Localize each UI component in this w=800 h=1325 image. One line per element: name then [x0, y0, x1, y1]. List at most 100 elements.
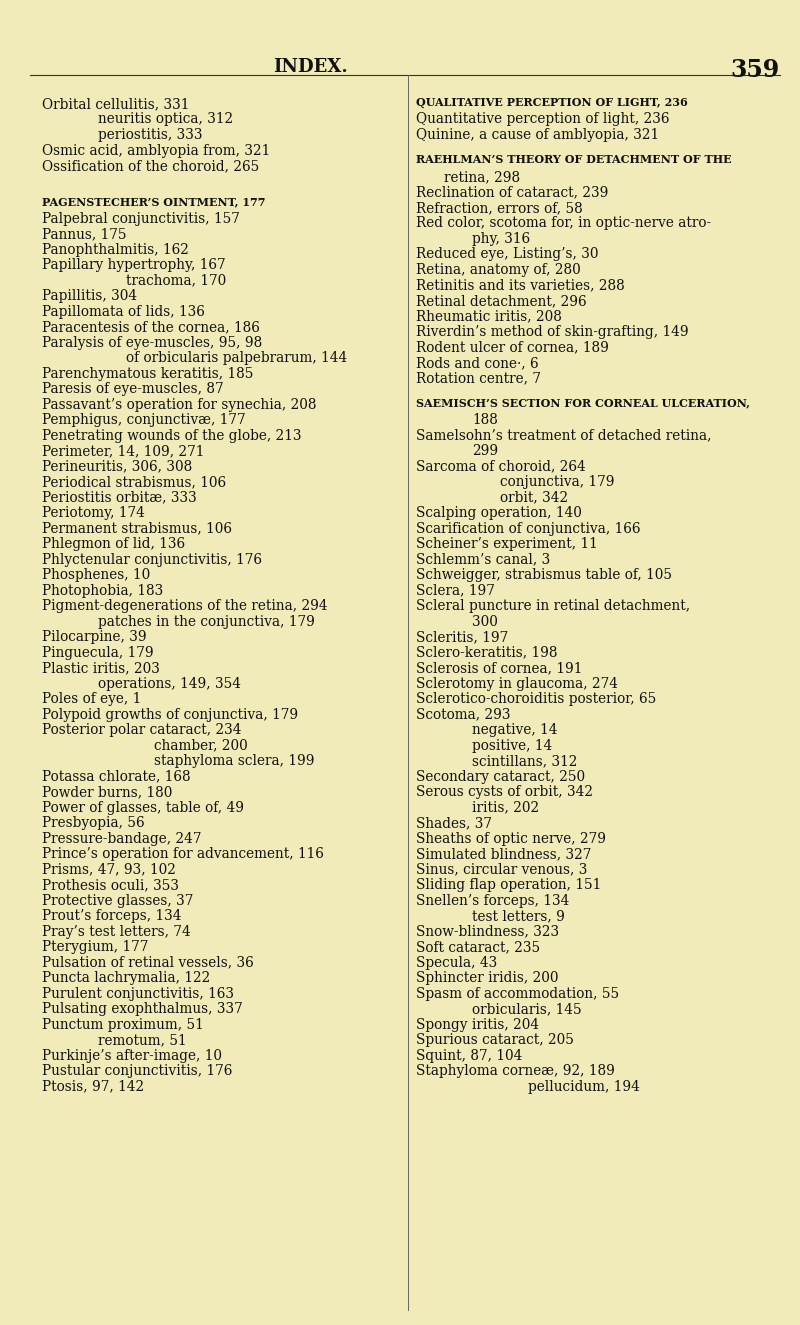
Text: Protective glasses, 37: Protective glasses, 37: [42, 893, 194, 908]
Text: Sclerotico-choroiditis posterior, 65: Sclerotico-choroiditis posterior, 65: [416, 692, 656, 706]
Text: Papillomata of lids, 136: Papillomata of lids, 136: [42, 305, 205, 319]
Text: Osmic acid, amblyopia from, 321: Osmic acid, amblyopia from, 321: [42, 143, 270, 158]
Text: chamber, 200: chamber, 200: [154, 739, 248, 753]
Text: SAEMISCH’S SECTION FOR CORNEAL ULCERATION,: SAEMISCH’S SECTION FOR CORNEAL ULCERATIO…: [416, 398, 750, 408]
Text: Retina, anatomy of, 280: Retina, anatomy of, 280: [416, 262, 581, 277]
Text: Pinguecula, 179: Pinguecula, 179: [42, 645, 154, 660]
Text: 300: 300: [472, 615, 498, 628]
Text: Scheiner’s experiment, 11: Scheiner’s experiment, 11: [416, 537, 598, 551]
Text: Phlegmon of lid, 136: Phlegmon of lid, 136: [42, 537, 185, 551]
Text: retina, 298: retina, 298: [444, 170, 520, 184]
Text: Poles of eye, 1: Poles of eye, 1: [42, 692, 142, 706]
Text: patches in the conjunctiva, 179: patches in the conjunctiva, 179: [98, 615, 315, 628]
Text: Ptosis, 97, 142: Ptosis, 97, 142: [42, 1080, 144, 1093]
Text: Punctum proximum, 51: Punctum proximum, 51: [42, 1018, 204, 1032]
Text: Paresis of eye-muscles, 87: Paresis of eye-muscles, 87: [42, 382, 224, 396]
Text: Presbyopia, 56: Presbyopia, 56: [42, 816, 145, 831]
Text: Sclera, 197: Sclera, 197: [416, 584, 495, 598]
Text: Specula, 43: Specula, 43: [416, 955, 498, 970]
Text: Prothesis oculi, 353: Prothesis oculi, 353: [42, 878, 179, 892]
Text: pellucidum, 194: pellucidum, 194: [528, 1080, 640, 1093]
Text: negative, 14: negative, 14: [472, 723, 558, 737]
Text: Schweigger, strabismus table of, 105: Schweigger, strabismus table of, 105: [416, 568, 672, 582]
Text: Staphyloma corneæ, 92, 189: Staphyloma corneæ, 92, 189: [416, 1064, 615, 1079]
Text: Pemphigus, conjunctivæ, 177: Pemphigus, conjunctivæ, 177: [42, 413, 246, 427]
Text: Orbital cellulitis, 331: Orbital cellulitis, 331: [42, 97, 190, 111]
Text: Paracentesis of the cornea, 186: Paracentesis of the cornea, 186: [42, 321, 260, 334]
Text: staphyloma sclera, 199: staphyloma sclera, 199: [154, 754, 314, 768]
Text: Purkinje’s after-image, 10: Purkinje’s after-image, 10: [42, 1048, 222, 1063]
Text: Pulsating exophthalmus, 337: Pulsating exophthalmus, 337: [42, 1002, 242, 1016]
Text: Parenchymatous keratitis, 185: Parenchymatous keratitis, 185: [42, 367, 254, 380]
Text: Scotoma, 293: Scotoma, 293: [416, 708, 510, 722]
Text: test letters, 9: test letters, 9: [472, 909, 565, 924]
Text: Sclerosis of cornea, 191: Sclerosis of cornea, 191: [416, 661, 582, 676]
Text: Snow-blindness, 323: Snow-blindness, 323: [416, 925, 559, 938]
Text: Rheumatic iritis, 208: Rheumatic iritis, 208: [416, 309, 562, 323]
Text: Phlyctenular conjunctivitis, 176: Phlyctenular conjunctivitis, 176: [42, 553, 262, 567]
Text: Sclerotomy in glaucoma, 274: Sclerotomy in glaucoma, 274: [416, 677, 618, 690]
Text: Rotation centre, 7: Rotation centre, 7: [416, 371, 541, 386]
Text: Sarcoma of choroid, 264: Sarcoma of choroid, 264: [416, 460, 586, 474]
Text: Samelsohn’s treatment of detached retina,: Samelsohn’s treatment of detached retina…: [416, 429, 711, 443]
Text: Retinitis and its varieties, 288: Retinitis and its varieties, 288: [416, 278, 625, 293]
Text: of orbicularis palpebrarum, 144: of orbicularis palpebrarum, 144: [126, 351, 347, 366]
Text: trachoma, 170: trachoma, 170: [126, 274, 226, 288]
Text: Rods and cone·, 6: Rods and cone·, 6: [416, 356, 538, 370]
Text: QUALITATIVE PERCEPTION OF LIGHT, 236: QUALITATIVE PERCEPTION OF LIGHT, 236: [416, 97, 688, 109]
Text: Prince’s operation for advancement, 116: Prince’s operation for advancement, 116: [42, 847, 324, 861]
Text: Papillary hypertrophy, 167: Papillary hypertrophy, 167: [42, 258, 226, 272]
Text: Reduced eye, Listing’s, 30: Reduced eye, Listing’s, 30: [416, 248, 598, 261]
Text: positive, 14: positive, 14: [472, 739, 552, 753]
Text: Powder burns, 180: Powder burns, 180: [42, 786, 172, 799]
Text: Pigment-degenerations of the retina, 294: Pigment-degenerations of the retina, 294: [42, 599, 328, 613]
Text: orbit, 342: orbit, 342: [500, 490, 568, 505]
Text: Scleral puncture in retinal detachment,: Scleral puncture in retinal detachment,: [416, 599, 690, 613]
Text: Sclero-keratitis, 198: Sclero-keratitis, 198: [416, 645, 558, 660]
Text: Sheaths of optic nerve, 279: Sheaths of optic nerve, 279: [416, 832, 606, 845]
Text: Pulsation of retinal vessels, 36: Pulsation of retinal vessels, 36: [42, 955, 254, 970]
Text: scintillans, 312: scintillans, 312: [472, 754, 578, 768]
Text: Panophthalmitis, 162: Panophthalmitis, 162: [42, 242, 189, 257]
Text: Snellen’s forceps, 134: Snellen’s forceps, 134: [416, 893, 570, 908]
Text: Spasm of accommodation, 55: Spasm of accommodation, 55: [416, 987, 619, 1000]
Text: Photophobia, 183: Photophobia, 183: [42, 584, 163, 598]
Text: Squint, 87, 104: Squint, 87, 104: [416, 1048, 522, 1063]
Text: Quinine, a cause of amblyopia, 321: Quinine, a cause of amblyopia, 321: [416, 129, 659, 142]
Text: INDEX.: INDEX.: [273, 58, 347, 76]
Text: Sinus, circular venous, 3: Sinus, circular venous, 3: [416, 863, 587, 877]
Text: Spongy iritis, 204: Spongy iritis, 204: [416, 1018, 539, 1032]
Text: Scarification of conjunctiva, 166: Scarification of conjunctiva, 166: [416, 522, 641, 535]
Text: Posterior polar cataract, 234: Posterior polar cataract, 234: [42, 723, 242, 737]
Text: Perineuritis, 306, 308: Perineuritis, 306, 308: [42, 460, 192, 474]
Text: Shades, 37: Shades, 37: [416, 816, 492, 831]
Text: Periodical strabismus, 106: Periodical strabismus, 106: [42, 476, 226, 489]
Text: Penetrating wounds of the globe, 213: Penetrating wounds of the globe, 213: [42, 429, 302, 443]
Text: Polypoid growths of conjunctiva, 179: Polypoid growths of conjunctiva, 179: [42, 708, 298, 722]
Text: Secondary cataract, 250: Secondary cataract, 250: [416, 770, 585, 783]
Text: Reclination of cataract, 239: Reclination of cataract, 239: [416, 186, 608, 199]
Text: Pterygium, 177: Pterygium, 177: [42, 941, 148, 954]
Text: Soft cataract, 235: Soft cataract, 235: [416, 941, 540, 954]
Text: Ossification of the choroid, 265: Ossification of the choroid, 265: [42, 159, 259, 174]
Text: Puncta lachrymalia, 122: Puncta lachrymalia, 122: [42, 971, 210, 986]
Text: operations, 149, 354: operations, 149, 354: [98, 677, 241, 690]
Text: Spurious cataract, 205: Spurious cataract, 205: [416, 1034, 574, 1047]
Text: Refraction, errors of, 58: Refraction, errors of, 58: [416, 201, 582, 215]
Text: 299: 299: [472, 444, 498, 458]
Text: PAGENSTECHER’S OINTMENT, 177: PAGENSTECHER’S OINTMENT, 177: [42, 196, 266, 207]
Text: periostitis, 333: periostitis, 333: [98, 129, 202, 142]
Text: neuritis optica, 312: neuritis optica, 312: [98, 113, 233, 126]
Text: Plastic iritis, 203: Plastic iritis, 203: [42, 661, 160, 676]
Text: Perimeter, 14, 109, 271: Perimeter, 14, 109, 271: [42, 444, 204, 458]
Text: remotum, 51: remotum, 51: [98, 1034, 186, 1047]
Text: Paralysis of eye-muscles, 95, 98: Paralysis of eye-muscles, 95, 98: [42, 335, 262, 350]
Text: Pray’s test letters, 74: Pray’s test letters, 74: [42, 925, 190, 938]
Text: Potassa chlorate, 168: Potassa chlorate, 168: [42, 770, 190, 783]
Text: conjunctiva, 179: conjunctiva, 179: [500, 476, 614, 489]
Text: Passavant’s operation for synechia, 208: Passavant’s operation for synechia, 208: [42, 398, 317, 412]
Text: iritis, 202: iritis, 202: [472, 800, 539, 815]
Text: Palpebral conjunctivitis, 157: Palpebral conjunctivitis, 157: [42, 212, 240, 225]
Text: RAEHLMAN’S THEORY OF DETACHMENT OF THE: RAEHLMAN’S THEORY OF DETACHMENT OF THE: [416, 154, 732, 166]
Text: 359: 359: [730, 58, 779, 82]
